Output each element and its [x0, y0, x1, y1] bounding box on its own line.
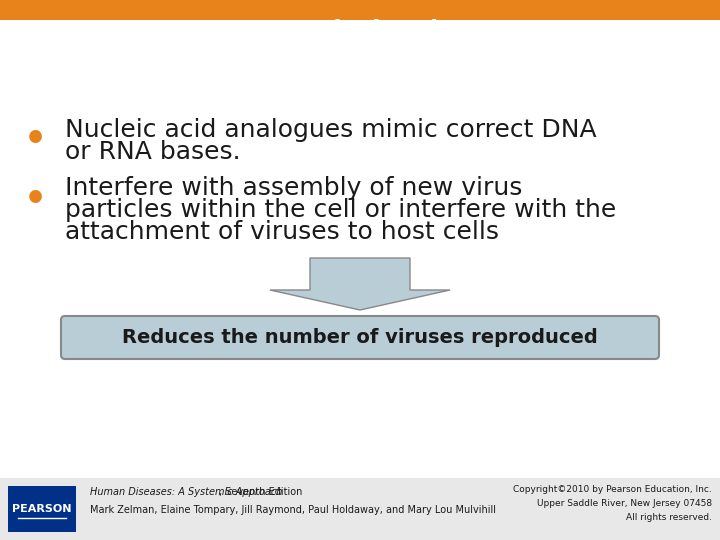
Text: •: •	[24, 183, 47, 217]
Text: PEARSON: PEARSON	[12, 504, 72, 514]
FancyBboxPatch shape	[0, 478, 720, 540]
Text: Copyright©2010 by Pearson Education, Inc.: Copyright©2010 by Pearson Education, Inc…	[513, 485, 712, 495]
Text: Antivirals: Antivirals	[256, 18, 464, 62]
Text: or RNA bases.: or RNA bases.	[65, 140, 240, 164]
Polygon shape	[270, 258, 450, 310]
Text: Mark Zelman, Elaine Tompary, Jill Raymond, Paul Holdaway, and Mary Lou Mulvihill: Mark Zelman, Elaine Tompary, Jill Raymon…	[90, 505, 496, 515]
Text: , Seventh Edition: , Seventh Edition	[219, 487, 302, 497]
FancyBboxPatch shape	[8, 486, 76, 532]
Text: Reduces the number of viruses reproduced: Reduces the number of viruses reproduced	[122, 328, 598, 347]
Text: particles within the cell or interfere with the: particles within the cell or interfere w…	[65, 198, 616, 222]
Text: Interfere with assembly of new virus: Interfere with assembly of new virus	[65, 176, 523, 200]
FancyBboxPatch shape	[61, 316, 659, 359]
Text: Upper Saddle River, New Jersey 07458: Upper Saddle River, New Jersey 07458	[537, 500, 712, 509]
FancyBboxPatch shape	[0, 20, 720, 480]
Text: •: •	[24, 123, 47, 157]
Text: Nucleic acid analogues mimic correct DNA: Nucleic acid analogues mimic correct DNA	[65, 118, 597, 142]
Text: attachment of viruses to host cells: attachment of viruses to host cells	[65, 220, 499, 244]
Text: All rights reserved.: All rights reserved.	[626, 514, 712, 523]
Text: Human Diseases: A Systemic Approach: Human Diseases: A Systemic Approach	[90, 487, 282, 497]
FancyBboxPatch shape	[0, 0, 720, 80]
